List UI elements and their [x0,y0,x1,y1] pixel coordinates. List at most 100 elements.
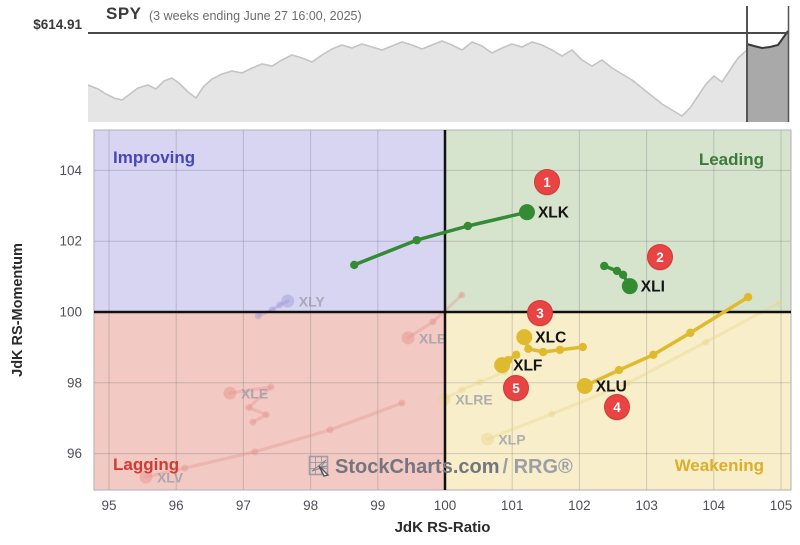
xle-tail [228,385,273,424]
xlf-tail-dot [512,350,521,360]
xly-tail-dot [276,301,284,309]
spy-highlight-line [746,30,789,50]
xli-label[interactable]: XLI [641,279,665,296]
xlc-label[interactable]: XLC [535,330,566,347]
xlu-tail-dot [743,292,753,302]
xlv-tail [144,401,404,479]
annotation-badge-3 [527,300,553,326]
xlp-tail [485,301,781,441]
xle-tail-dot [249,418,257,426]
xle-tail-dot [245,404,253,412]
xli-tail-dot [612,266,622,276]
annotation-badge-4 [604,394,630,420]
annotation-badge-number-3: 3 [536,306,544,321]
xli-dot[interactable] [621,278,638,295]
y-tick-label-96: 96 [67,446,82,461]
chart-symbol-title: SPY [106,4,142,23]
xlp-tail-dot [624,379,632,387]
xlk-dot[interactable] [518,204,535,221]
xly-label[interactable]: XLY [299,294,326,310]
xlre-tail [442,370,507,401]
stockcharts-logo-icon [308,455,330,477]
xle-tail-dot [267,383,275,391]
xlp-dot[interactable] [480,432,494,446]
chart-period-subtitle: (3 weeks ending June 27 16:00, 2025) [149,9,362,23]
xlb-label[interactable]: XLB [419,330,447,346]
xlu-dot[interactable] [576,377,593,394]
xlu-tail-dot [614,365,624,375]
xlp-label[interactable]: XLP [498,432,525,448]
x-axis-title: JdK RS-Ratio [394,519,491,536]
x-tick-label-100: 100 [434,498,457,513]
annotation-badge-number-5: 5 [512,381,520,396]
xle-label[interactable]: XLE [241,386,268,402]
xly-tail-dot [254,312,262,320]
xle-dot[interactable] [223,386,237,400]
x-tick-label-99: 99 [370,498,385,513]
annotation-badge-5 [503,375,529,401]
quadrant-improving-bg [94,130,445,312]
xlc-tail-dot [578,342,587,352]
xlk-tail-dot [412,235,421,245]
quadrant-label-lagging: Lagging [113,455,180,474]
xlv-tail-dot [251,448,259,456]
xly-dot[interactable] [281,294,295,308]
annotation-badge-number-1: 1 [543,175,551,190]
xlv-label[interactable]: XLV [157,469,184,485]
quadrant-leading-bg [445,130,791,312]
quadrant-label-improving: Improving [113,148,196,167]
x-tick-label-101: 101 [501,498,524,513]
y-tick-label-100: 100 [59,305,82,320]
xlk-tail-dot [350,260,359,270]
xlf-label[interactable]: XLF [513,358,542,375]
annotation-badge-number-2: 2 [656,250,664,265]
xlc-tail-dot [555,345,565,355]
xlc-tail-dot [538,347,548,357]
x-tick-label-105: 105 [770,498,793,513]
xlb-tail-dot [429,318,437,326]
xlk-label[interactable]: XLK [538,205,570,222]
xlv-tail-dot [326,426,334,434]
xlb-dot[interactable] [401,331,415,345]
x-tick-label-102: 102 [568,498,591,513]
xlc-dot[interactable] [516,329,533,346]
watermark-rrg-text: / RRG® [502,455,573,478]
annotation-badge-number-4: 4 [613,400,621,415]
xlu-tail-dot [649,350,658,360]
quadrant-label-leading: Leading [698,150,764,169]
xlv-tail-dot [398,399,406,407]
y-tick-label-104: 104 [59,163,82,178]
x-tick-label-97: 97 [236,498,251,513]
plot-border [93,129,792,491]
annotation-badge-2 [647,244,673,270]
xlb-tail [406,293,464,340]
spy-area-fill [88,41,747,122]
stockcharts-watermark: StockCharts.com / RRG® [308,455,573,479]
xlu-tail-dot [686,328,695,338]
xle-tail-dot [262,411,270,419]
x-tick-label-104: 104 [703,498,726,513]
xlk-tail [352,210,529,267]
x-tick-label-98: 98 [303,498,318,513]
xlre-label[interactable]: XLRE [455,392,492,408]
watermark-text: StockCharts.com [335,455,500,478]
xlk-tail-dot [463,221,473,231]
xlb-tail-dot [458,291,466,299]
xli-tail-dot [618,270,628,280]
xlp-tail-dot [775,299,783,307]
spy-price-line [87,40,748,118]
annotation-badge-1 [534,169,560,195]
xlp-tail-dot [702,338,710,346]
xlp-tail-dot [548,410,556,418]
x-tick-label-95: 95 [101,498,116,513]
xlv-tail-dot [181,464,189,472]
xlu-label[interactable]: XLU [596,378,627,395]
xlf-dot[interactable] [494,357,511,374]
x-tick-label-96: 96 [169,498,184,513]
x-tick-label-103: 103 [635,498,658,513]
y-axis-title: JdK RS-Momentum [10,243,26,377]
xlv-dot[interactable] [139,470,153,484]
quadrant-lagging-bg [94,312,445,490]
